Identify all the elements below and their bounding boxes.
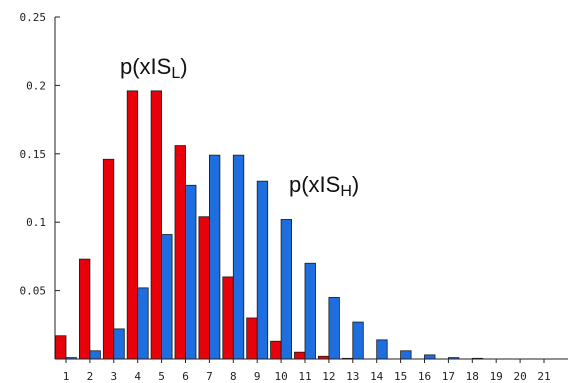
bar-low-10	[270, 340, 282, 360]
x-tick-label: 3	[110, 370, 117, 383]
bar-high-15	[400, 350, 412, 360]
bar-low-1	[55, 335, 67, 360]
y-ticks: 0.05 0.1 0.15 0.2 0.25	[20, 11, 60, 298]
bar-high-12	[328, 297, 340, 360]
bar-high-2	[89, 350, 101, 360]
bar-low-2	[79, 258, 91, 360]
x-tick-label: 15	[394, 370, 407, 383]
bar-high-11	[304, 262, 316, 360]
bar-low-7	[198, 216, 210, 360]
y-tick-label: 0.25	[20, 11, 47, 24]
x-tick-label: 17	[442, 370, 455, 383]
x-tick-label: 9	[254, 370, 261, 383]
bar-low-6	[174, 145, 186, 360]
x-tick-label: 16	[418, 370, 431, 383]
y-tick-label: 0.2	[26, 79, 46, 92]
x-tick-label: 4	[134, 370, 141, 383]
bar-high-8	[232, 154, 245, 360]
x-tick-label: 5	[158, 370, 165, 383]
bar-low-8	[222, 276, 234, 360]
bar-high-10	[280, 219, 293, 360]
series-label-low: p(xISL)	[120, 54, 188, 82]
x-tick-label: 8	[230, 370, 237, 383]
bar-high-7	[208, 154, 221, 360]
bar-high-16	[424, 354, 436, 360]
x-tick-label: 7	[206, 370, 213, 383]
bar-high-3	[113, 328, 125, 360]
bar-high-6	[185, 184, 197, 360]
x-tick-label: 11	[298, 370, 311, 383]
x-ticks: 1 2 3 4 5 6 7 8 9 10 11 12 13 14 15 16 17 18 19 20 21	[63, 359, 551, 383]
x-tick-label: 6	[182, 370, 189, 383]
x-tick-label: 18	[466, 370, 479, 383]
y-tick-label: 0.05	[20, 285, 47, 298]
x-tick-label: 19	[490, 370, 503, 383]
x-tick-label: 20	[513, 370, 526, 383]
bar-high-5	[161, 234, 173, 360]
bar-low-3	[102, 158, 115, 360]
x-tick-label: 14	[370, 370, 384, 383]
x-tick-label: 21	[537, 370, 550, 383]
bar-low-9	[246, 317, 258, 360]
bar-low-5	[150, 90, 163, 360]
x-tick-label: 13	[346, 370, 359, 383]
bar-high-9	[256, 180, 269, 360]
bar-low-11	[294, 351, 306, 360]
x-tick-label: 10	[274, 370, 287, 383]
y-tick-label: 0.1	[26, 216, 46, 229]
y-tick-label: 0.15	[20, 148, 47, 161]
bar-high-4	[137, 287, 149, 360]
x-tick-label: 2	[87, 370, 94, 383]
bar-high-13	[352, 321, 364, 360]
x-tick-label: 12	[322, 370, 335, 383]
series-label-high: p(xISH)	[289, 172, 359, 200]
bar-high-14	[376, 339, 388, 360]
x-tick-label: 1	[63, 370, 70, 383]
bars-layer	[55, 90, 484, 360]
bar-low-4	[126, 90, 139, 360]
